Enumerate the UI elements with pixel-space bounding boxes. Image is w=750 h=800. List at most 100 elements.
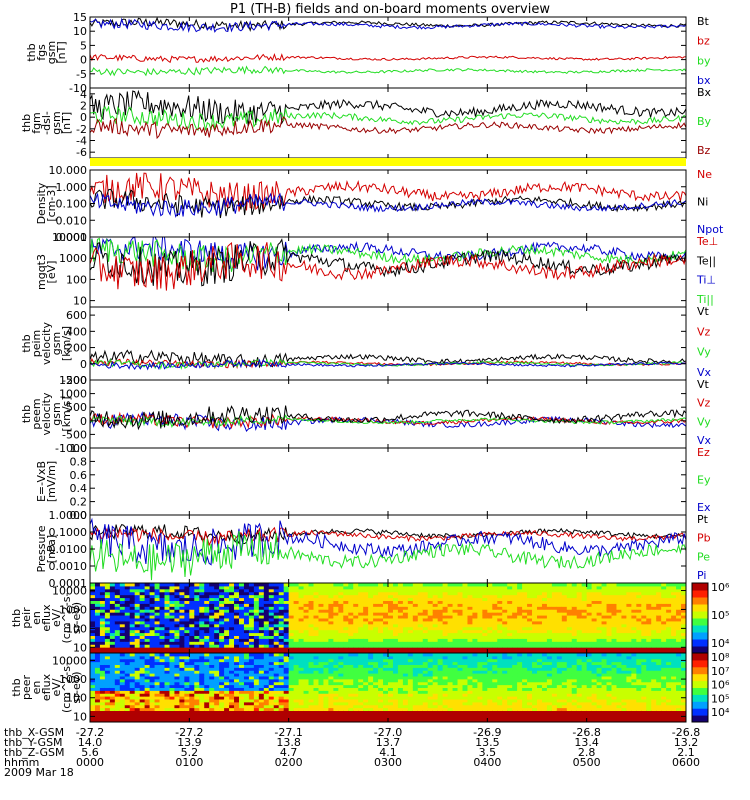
- heatmap-cell: [144, 667, 151, 671]
- heatmap-cell: [159, 655, 165, 660]
- heatmap-cell: [179, 701, 185, 706]
- heatmap-cell: [661, 612, 667, 616]
- heatmap-cell: [373, 673, 379, 677]
- heatmap-cell: [99, 615, 106, 619]
- heatmap-cell: [412, 684, 419, 689]
- y-tick-label: 10000: [52, 231, 87, 244]
- heatmap-cell: [149, 673, 156, 677]
- heatmap-cell: [293, 687, 300, 691]
- colorbar-cell: [692, 618, 708, 621]
- colorbar-cell: [692, 606, 708, 610]
- legend-entry: By: [697, 115, 712, 128]
- heatmap-cell: [169, 585, 175, 590]
- heatmap-cell: [204, 647, 210, 651]
- heatmap-cell: [537, 629, 543, 634]
- heatmap-cell: [437, 707, 444, 712]
- heatmap-cell: [219, 588, 225, 593]
- heatmap-cell: [626, 615, 632, 619]
- heatmap-cell: [631, 600, 637, 604]
- heatmap-cell: [487, 606, 493, 610]
- heatmap-cell: [90, 678, 96, 683]
- heatmap-cell: [412, 583, 419, 587]
- heatmap-cell: [422, 597, 429, 601]
- y-axis-label: [km/s]: [60, 396, 73, 431]
- heatmap-cell: [253, 603, 260, 607]
- heatmap-cell: [119, 594, 126, 599]
- heatmap-cell: [229, 609, 235, 613]
- heatmap-cell: [169, 673, 175, 677]
- heatmap-cell: [472, 597, 478, 601]
- heatmap-cell: [338, 713, 344, 717]
- heatmap-cell: [99, 707, 106, 712]
- y-tick-label: 1000: [59, 388, 87, 401]
- heatmap-cell: [139, 626, 146, 631]
- heatmap-cell: [392, 653, 399, 657]
- heatmap-cell: [452, 603, 459, 607]
- heatmap-cell: [452, 620, 459, 625]
- heatmap-cell: [462, 588, 468, 593]
- heatmap-cell: [636, 591, 642, 596]
- heatmap-cell: [338, 644, 344, 648]
- heatmap-cell: [452, 618, 459, 622]
- heatmap-cell: [263, 626, 270, 631]
- heatmap-cell: [666, 612, 672, 616]
- heatmap-cell: [239, 701, 245, 706]
- y-tick-label: 5: [80, 39, 87, 52]
- heatmap-cell: [174, 710, 180, 714]
- heatmap-cell: [104, 661, 111, 666]
- heatmap-cell: [442, 635, 449, 639]
- heatmap-cell: [149, 650, 156, 654]
- heatmap-cell: [149, 704, 156, 709]
- heatmap-cell: [566, 629, 573, 634]
- heatmap-cell: [248, 658, 255, 663]
- heatmap-cell: [204, 687, 210, 691]
- heatmap-cell: [214, 650, 220, 654]
- heatmap-cell: [383, 670, 389, 674]
- heatmap-cell: [243, 618, 250, 622]
- heatmap-cell: [144, 713, 151, 717]
- heatmap-cell: [407, 647, 414, 651]
- heatmap-cell: [412, 623, 419, 628]
- heatmap-cell: [467, 650, 473, 654]
- heatmap-cell: [189, 618, 195, 622]
- heatmap-cell: [159, 713, 165, 717]
- heatmap-cell: [467, 597, 473, 601]
- heatmap-cell: [204, 585, 210, 590]
- heatmap-cell: [278, 618, 285, 622]
- heatmap-cell: [134, 638, 141, 642]
- heatmap-cell: [373, 629, 379, 634]
- heatmap-cell: [239, 603, 245, 607]
- heatmap-cell: [507, 629, 513, 634]
- heatmap-cell: [333, 690, 339, 694]
- heatmap-cell: [621, 606, 627, 610]
- heatmap-cell: [532, 583, 538, 587]
- heatmap-cell: [333, 600, 339, 604]
- heatmap-cell: [363, 655, 369, 660]
- y-axis-label: Pressure: [35, 525, 48, 572]
- heatmap-cell: [298, 704, 305, 709]
- heatmap-cell: [209, 670, 215, 674]
- heatmap-cell: [283, 609, 290, 613]
- legend-entry: Vx: [697, 366, 712, 379]
- heatmap-cell: [368, 693, 374, 697]
- heatmap-cell: [318, 661, 324, 666]
- heatmap-cell: [388, 661, 394, 666]
- heatmap-cell: [338, 635, 344, 639]
- heatmap-cell: [248, 690, 255, 694]
- heatmap-cell: [164, 719, 170, 723]
- heatmap-cell: [353, 658, 359, 663]
- heatmap-cell: [417, 612, 424, 616]
- heatmap-cell: [348, 684, 354, 689]
- heatmap-cell: [169, 603, 175, 607]
- heatmap-cell: [298, 603, 305, 607]
- heatmap-cell: [561, 600, 568, 604]
- heatmap-cell: [517, 600, 523, 604]
- heatmap-cell: [268, 638, 275, 642]
- heatmap-cell: [358, 632, 364, 636]
- series-line-pb: [89, 526, 687, 547]
- heatmap-cell: [427, 704, 434, 709]
- heatmap-cell: [268, 603, 275, 607]
- heatmap-cell: [273, 710, 280, 714]
- heatmap-cell: [288, 716, 295, 720]
- heatmap-cell: [159, 667, 165, 671]
